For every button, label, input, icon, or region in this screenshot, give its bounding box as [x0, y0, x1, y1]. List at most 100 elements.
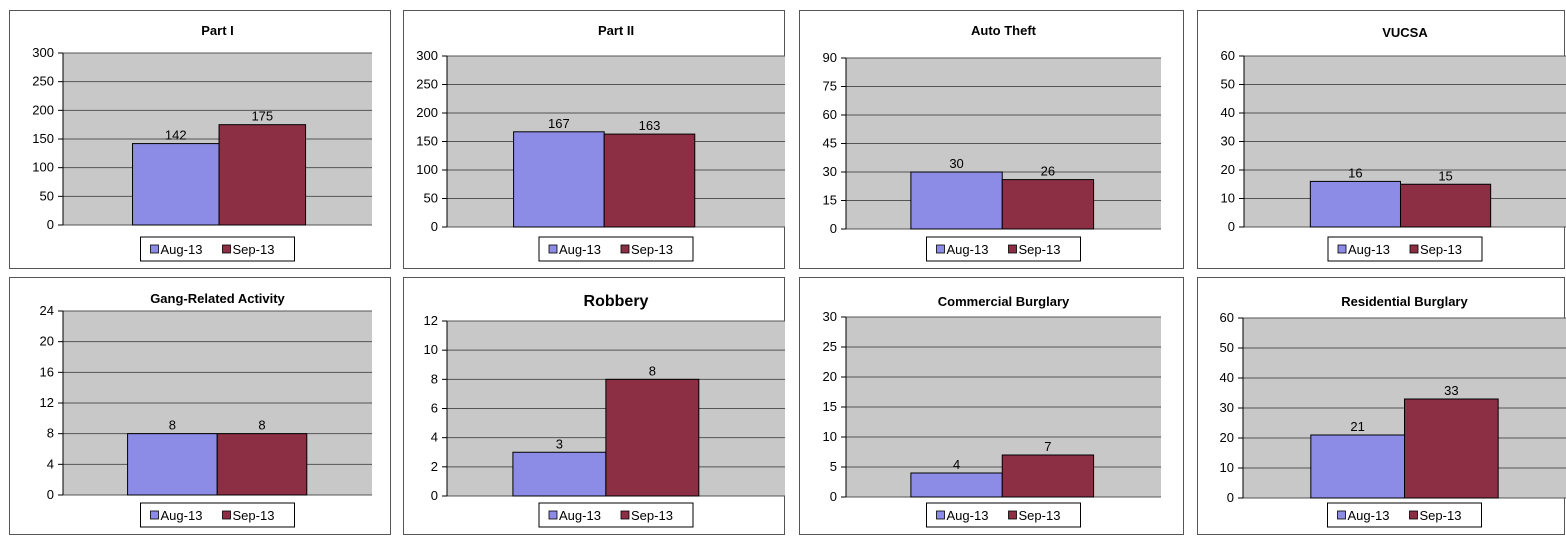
legend-swatch — [150, 244, 159, 254]
y-tick-label: 100 — [32, 160, 54, 175]
bar-aug-13 — [127, 433, 218, 496]
chart-title: Robbery — [584, 293, 649, 310]
legend-label: Sep-13 — [1420, 508, 1462, 523]
bar-sep-13 — [1399, 183, 1492, 228]
data-label: 3 — [556, 436, 563, 451]
y-tick-label: 0 — [830, 489, 837, 504]
y-tick-label: 90 — [823, 50, 837, 65]
data-label: 167 — [548, 116, 570, 131]
y-tick-label: 25 — [823, 339, 837, 354]
y-tick-label: 6 — [431, 401, 438, 416]
legend-swatch — [1337, 510, 1346, 520]
legend — [1327, 236, 1483, 262]
data-label: 163 — [639, 118, 661, 133]
legend-label: Sep-13 — [233, 242, 275, 257]
chart-title: Residential Burglary — [1341, 294, 1468, 309]
legend-label: Aug-13 — [161, 508, 203, 523]
data-label: 30 — [949, 156, 963, 171]
legend-swatch — [222, 510, 231, 520]
data-label: 15 — [1438, 168, 1452, 183]
y-tick-label: 15 — [823, 399, 837, 414]
legend-swatch — [548, 510, 558, 520]
legend-swatch — [1008, 244, 1017, 254]
y-tick-label: 10 — [1220, 460, 1234, 475]
y-tick-label: 10 — [1221, 191, 1235, 206]
y-tick-label: 4 — [431, 430, 438, 445]
legend-swatch — [548, 244, 558, 254]
legend — [926, 502, 1081, 528]
bar-aug-13 — [513, 131, 605, 228]
bar-sep-13 — [1404, 398, 1499, 499]
legend — [140, 502, 295, 528]
legend-label: Sep-13 — [233, 508, 275, 523]
chart-svg: Auto Theft 0 15 30 45 60 75 90 30 26 Aug-13 Sep-13 — [823, 23, 1161, 262]
y-tick-label: 50 — [1220, 340, 1234, 355]
legend-label: Aug-13 — [161, 242, 203, 257]
chart-panel-1: Part I 0 50 100 150 200 250 300 142 175 Aug-13 Sep-… — [9, 10, 391, 269]
legend-swatch — [1008, 510, 1017, 520]
y-tick-label: 0 — [431, 488, 438, 503]
chart-panel-7: Commercial Burglary 0 5 10 15 20 25 30 4 7 Aug-13 S… — [799, 277, 1184, 535]
chart-svg: Part I 0 50 100 150 200 250 300 142 175 Aug-13 Sep-… — [32, 23, 372, 262]
chart-panel-5: Gang-Related Activity 0 4 8 12 16 20 24 8 8 Aug-13… — [9, 277, 391, 535]
legend-label: Aug-13 — [1348, 242, 1390, 257]
legend-label: Sep-13 — [631, 242, 673, 257]
chart-panel-3: Auto Theft 0 15 30 45 60 75 90 30 26 Aug-13 Sep-13 — [799, 10, 1184, 269]
legend-label: Sep-13 — [1420, 242, 1462, 257]
legend-label: Aug-13 — [1348, 508, 1390, 523]
y-tick-label: 150 — [416, 134, 438, 149]
bar-sep-13 — [218, 124, 307, 226]
legend-swatch — [1337, 244, 1347, 254]
legend-swatch — [222, 244, 231, 254]
bar-sep-13 — [605, 378, 700, 497]
y-tick-label: 40 — [1220, 370, 1234, 385]
chart-title: Part II — [598, 23, 634, 38]
chart-title: Commercial Burglary — [938, 294, 1070, 309]
y-tick-label: 50 — [40, 188, 54, 203]
y-tick-label: 5 — [830, 459, 837, 474]
bar-sep-13 — [603, 133, 696, 228]
y-tick-label: 2 — [431, 459, 438, 474]
bar-aug-13 — [1310, 434, 1405, 499]
legend — [1327, 502, 1482, 528]
y-tick-label: 200 — [416, 105, 438, 120]
bar-aug-13 — [132, 143, 220, 226]
y-tick-label: 20 — [1221, 162, 1235, 177]
y-tick-label: 16 — [40, 364, 54, 379]
y-tick-label: 24 — [40, 303, 54, 318]
chart-svg: Residential Burglary 0 10 20 30 40 50 60 21 33 Aug… — [1220, 294, 1566, 528]
y-tick-label: 45 — [823, 136, 837, 151]
y-tick-label: 20 — [1220, 430, 1234, 445]
bar-aug-13 — [1309, 180, 1401, 228]
y-tick-label: 12 — [424, 313, 438, 328]
y-tick-label: 10 — [424, 342, 438, 357]
y-tick-label: 40 — [1221, 105, 1235, 120]
data-label: 8 — [258, 418, 265, 433]
y-tick-label: 0 — [47, 217, 54, 232]
y-tick-label: 300 — [32, 45, 54, 60]
y-tick-label: 8 — [47, 426, 54, 441]
data-label: 33 — [1444, 383, 1458, 398]
legend-label: Aug-13 — [947, 508, 989, 523]
legend-swatch — [620, 244, 630, 254]
chart-title: Part I — [201, 23, 234, 38]
chart-panel-4: VUCSA 0 10 20 30 40 50 60 16 15 Aug-13 Sep-13 — [1197, 10, 1566, 269]
legend-swatch — [150, 510, 159, 520]
y-tick-label: 30 — [1221, 134, 1235, 149]
chart-panel-2: Part II 0 50 100 150 200 250 300 167 163 Aug-13 Sep… — [403, 10, 785, 269]
y-tick-label: 100 — [416, 162, 438, 177]
y-tick-label: 60 — [823, 107, 837, 122]
legend-swatch — [1409, 510, 1418, 520]
y-tick-label: 30 — [823, 309, 837, 324]
data-label: 7 — [1044, 439, 1051, 454]
y-tick-label: 4 — [47, 456, 54, 471]
bar-aug-13 — [910, 171, 1003, 230]
bar-sep-13 — [216, 433, 308, 496]
y-tick-label: 0 — [47, 487, 54, 502]
data-label: 16 — [1348, 165, 1362, 180]
legend-label: Aug-13 — [947, 242, 989, 257]
data-label: 4 — [953, 457, 960, 472]
bar-sep-13 — [1001, 179, 1095, 230]
chart-panel-8: Residential Burglary 0 10 20 30 40 50 60 21 33 Aug… — [1197, 277, 1566, 535]
